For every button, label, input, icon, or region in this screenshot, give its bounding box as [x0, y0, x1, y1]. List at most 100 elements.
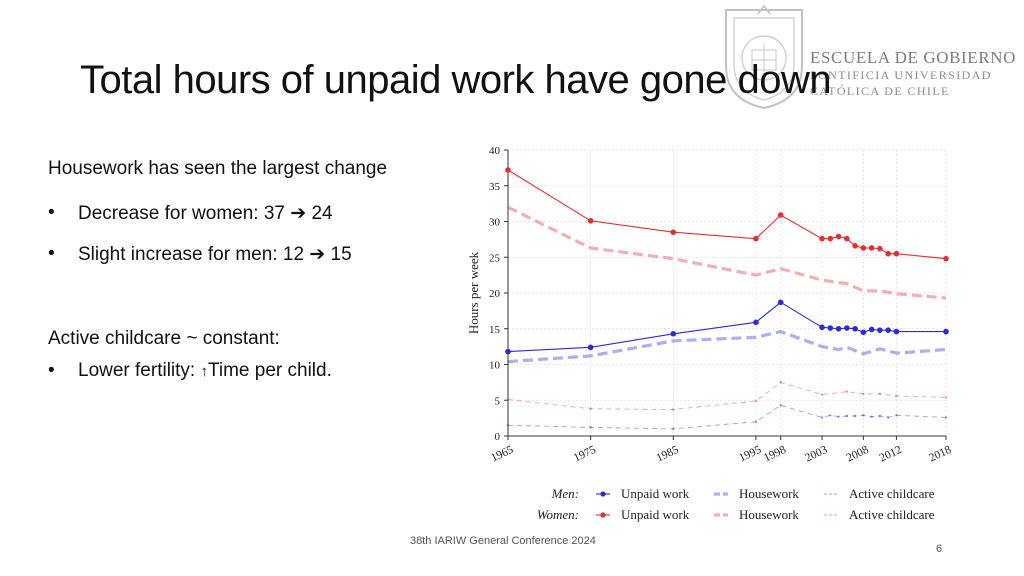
x-tick-label: 1985 — [655, 444, 681, 465]
data-point — [819, 235, 825, 242]
x-tick-label: 1975 — [572, 444, 598, 465]
bullet-glyph: • — [48, 243, 55, 264]
data-point — [820, 416, 824, 419]
data-point — [844, 325, 850, 331]
data-point — [860, 245, 867, 251]
page-number: 6 — [936, 543, 943, 555]
data-point — [943, 328, 949, 335]
y-tick-label: 25 — [489, 252, 501, 264]
data-point — [829, 414, 832, 417]
data-point — [827, 235, 834, 242]
legend-label: Housework — [739, 507, 799, 522]
data-point — [754, 420, 758, 423]
data-point — [835, 325, 842, 332]
data-point — [506, 398, 510, 401]
data-point — [589, 426, 592, 429]
y-tick-label: 15 — [489, 324, 501, 336]
y-tick-label: 10 — [489, 360, 501, 372]
series-line-women-unpaid-work — [507, 169, 947, 260]
x-tick-label: 1998 — [762, 444, 788, 465]
x-tick-label: 2018 — [927, 444, 953, 465]
data-point — [753, 235, 759, 242]
data-point — [868, 326, 875, 333]
bullet-women-text: Decrease for women: 37 — [78, 203, 285, 224]
bullet-fertility-tail: Time per child. — [207, 360, 332, 381]
legend-marker — [600, 491, 606, 497]
unpaid-work-chart: 0 5 10 15 20 25 30 35 40 1965 1975 1985 1995 1998 2003… — [456, 136, 976, 536]
series-line-women-active-childcare — [507, 381, 947, 410]
data-point — [779, 381, 782, 384]
logo-text-university: PONTIFICIA UNIVERSIDAD — [810, 68, 992, 82]
data-point — [844, 235, 850, 242]
data-point — [877, 245, 883, 252]
arrow-up-icon: ↑ — [200, 363, 208, 380]
legend-label: Active childcare — [849, 486, 935, 501]
data-point — [886, 416, 890, 419]
data-point — [845, 390, 849, 393]
arrow-right-icon: ➔ — [290, 203, 307, 224]
legend-group-label: Men: — [551, 486, 579, 501]
data-point — [943, 255, 949, 262]
data-point — [589, 407, 592, 411]
data-point — [877, 327, 883, 333]
data-point — [819, 324, 825, 331]
data-point — [505, 167, 511, 173]
data-point — [670, 330, 677, 337]
data-point — [852, 243, 858, 249]
y-tick-label: 20 — [489, 288, 501, 300]
x-tick-label: 2008 — [845, 444, 871, 465]
y-tick-label: 35 — [489, 181, 501, 193]
data-point — [944, 416, 948, 419]
data-point — [672, 427, 675, 431]
data-point — [779, 404, 782, 407]
university-seal-icon — [725, 4, 803, 110]
data-point — [753, 319, 759, 326]
data-point — [587, 344, 594, 351]
bullet-men-value: 15 — [330, 244, 352, 265]
data-point — [777, 299, 784, 306]
series-line-men-active-childcare — [507, 404, 947, 430]
data-point — [895, 394, 898, 398]
data-point — [837, 415, 840, 418]
data-point — [944, 396, 948, 399]
data-point — [878, 414, 882, 418]
data-point — [852, 325, 858, 332]
logo-text-school: ESCUELA DE GOBIERNO — [810, 48, 1016, 67]
data-point — [672, 408, 675, 411]
data-point — [868, 245, 875, 251]
data-point — [506, 424, 510, 427]
data-point — [885, 327, 891, 333]
slide-title: Total hours of unpaid work have gone dow… — [80, 58, 832, 102]
heading-childcare: Active childcare ~ constant: — [48, 328, 280, 349]
data-point — [754, 399, 758, 403]
legend-label: Active childcare — [849, 507, 935, 522]
x-tick-label: 1965 — [489, 444, 515, 465]
footer-conference: 38th IARIW General Conference 2024 — [410, 535, 596, 547]
data-point — [885, 250, 891, 257]
legend-group-label: Women: — [537, 507, 579, 522]
legend-label: Housework — [739, 486, 799, 501]
data-point — [878, 392, 882, 396]
data-point — [777, 212, 784, 218]
data-point — [860, 329, 867, 336]
y-tick-label: 5 — [495, 395, 501, 407]
data-point — [587, 217, 594, 224]
legend-label: Unpaid work — [621, 486, 690, 501]
y-tick-label: 30 — [489, 217, 501, 229]
data-point — [862, 414, 865, 417]
data-point — [827, 325, 834, 331]
institution-logo: ESCUELA DE GOBIERNO PONTIFICIA UNIVERSID… — [722, 4, 1022, 114]
data-point — [845, 414, 849, 418]
x-tick-label: 1995 — [737, 444, 763, 465]
data-point — [893, 250, 900, 257]
data-point — [893, 328, 900, 335]
bullet-women-value: 24 — [311, 203, 333, 224]
x-tick-label: 2012 — [878, 444, 904, 465]
data-point — [895, 414, 898, 417]
x-tick-label: 2003 — [803, 444, 829, 465]
y-tick-label: 0 — [495, 431, 501, 443]
heading-housework: Housework has seen the largest change — [48, 158, 388, 179]
data-point — [853, 414, 857, 418]
y-axis-label: Hours per week — [466, 251, 481, 334]
